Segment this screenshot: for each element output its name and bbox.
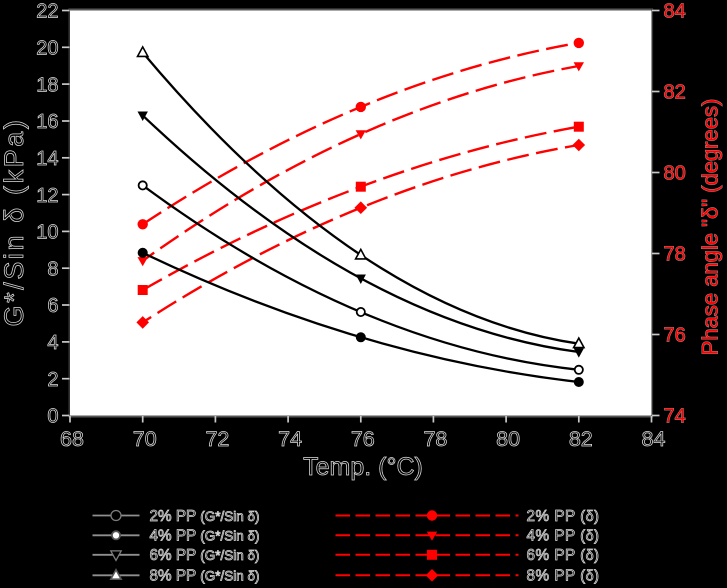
svg-text:0: 0 <box>47 406 58 428</box>
svg-text:8% PP (δ): 8% PP (δ) <box>527 568 600 585</box>
svg-text:2% PP (G*/Sin δ): 2% PP (G*/Sin δ) <box>150 508 260 525</box>
svg-text:70: 70 <box>133 427 157 451</box>
svg-text:6% PP (δ): 6% PP (δ) <box>527 547 600 564</box>
svg-text:16: 16 <box>36 111 58 133</box>
svg-text:68: 68 <box>60 427 84 451</box>
svg-text:4: 4 <box>47 332 58 354</box>
svg-text:84: 84 <box>664 1 686 23</box>
svg-text:72: 72 <box>205 427 229 451</box>
svg-text:Phase angle "δ" (degrees): Phase angle "δ" (degrees) <box>698 99 723 356</box>
svg-text:8: 8 <box>47 258 58 280</box>
svg-text:2% PP (δ): 2% PP (δ) <box>527 508 600 525</box>
svg-text:6: 6 <box>47 295 58 317</box>
svg-text:8% PP (G*/Sin δ): 8% PP (G*/Sin δ) <box>150 568 260 585</box>
svg-text:80: 80 <box>664 163 686 185</box>
svg-text:14: 14 <box>36 148 58 170</box>
svg-text:4% PP (G*/Sin δ): 4% PP (G*/Sin δ) <box>150 528 260 545</box>
svg-text:4% PP (δ): 4% PP (δ) <box>527 528 600 545</box>
svg-text:22: 22 <box>36 1 58 23</box>
svg-text:6% PP (G*/Sin δ): 6% PP (G*/Sin δ) <box>150 547 260 564</box>
svg-text:76: 76 <box>351 427 375 451</box>
svg-text:20: 20 <box>36 38 58 60</box>
svg-text:78: 78 <box>423 427 447 451</box>
svg-text:82: 82 <box>569 427 593 451</box>
svg-text:2: 2 <box>47 369 58 391</box>
svg-text:G*/Sin δ (kPa): G*/Sin δ (kPa) <box>0 118 29 327</box>
svg-text:18: 18 <box>36 74 58 96</box>
svg-text:84: 84 <box>642 427 666 451</box>
svg-text:12: 12 <box>36 185 58 207</box>
svg-text:Temp. (°C): Temp. (°C) <box>303 453 423 481</box>
svg-text:82: 82 <box>664 82 686 104</box>
svg-text:74: 74 <box>664 406 686 428</box>
svg-text:10: 10 <box>36 222 58 244</box>
svg-text:74: 74 <box>278 427 302 451</box>
svg-text:78: 78 <box>664 244 686 266</box>
svg-text:80: 80 <box>496 427 520 451</box>
svg-text:76: 76 <box>664 325 686 347</box>
